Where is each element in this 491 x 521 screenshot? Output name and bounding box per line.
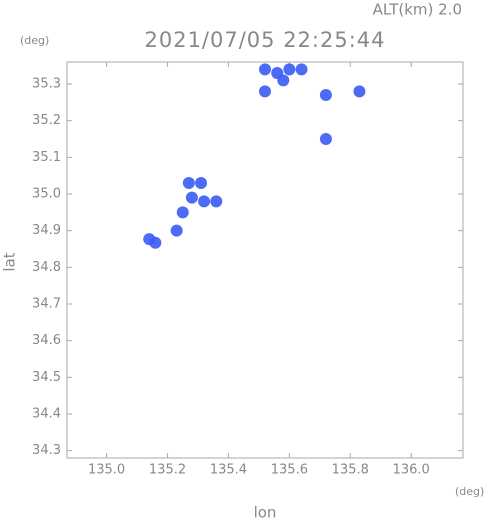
x-tick-label: 135.6 xyxy=(271,463,308,478)
y-tick-label: 35.1 xyxy=(32,150,61,165)
x-unit: (deg) xyxy=(455,485,484,498)
y-tick-label: 34.8 xyxy=(32,260,61,275)
x-tick-label: 135.4 xyxy=(210,463,247,478)
subtitle: ALT(km) 2.0 xyxy=(373,1,462,19)
plot-frame xyxy=(66,61,464,459)
echo-point xyxy=(259,63,271,76)
echo-point xyxy=(195,177,208,189)
echo-point xyxy=(182,177,195,189)
y-axis-label: lat xyxy=(1,252,19,271)
y-unit: (deg) xyxy=(20,34,49,47)
x-tick-label: 135.8 xyxy=(332,463,369,478)
chart-title: 2021/07/05 22:25:44 xyxy=(144,28,385,52)
echo-point xyxy=(210,195,223,208)
echo-point xyxy=(185,191,198,204)
echo-point xyxy=(319,89,332,101)
y-tick-label: 34.6 xyxy=(32,333,61,348)
x-tick-label: 136.0 xyxy=(393,463,430,478)
echo-point xyxy=(319,133,332,145)
y-tick-label: 34.3 xyxy=(32,443,61,458)
y-tick-label: 34.5 xyxy=(32,370,61,385)
echo-point xyxy=(198,195,211,208)
echo-point xyxy=(149,236,162,249)
y-tick-label: 34.7 xyxy=(32,297,61,312)
y-tick-label: 34.4 xyxy=(32,407,61,422)
echo-point xyxy=(259,85,271,98)
y-tick-label: 35.3 xyxy=(32,77,61,92)
echo-point xyxy=(295,63,308,76)
x-tick-label: 135.0 xyxy=(88,463,125,478)
echo-point xyxy=(277,74,290,87)
x-axis-label: lon xyxy=(254,504,277,521)
echo-point xyxy=(283,63,296,76)
y-tick-label: 35.0 xyxy=(32,187,61,202)
x-tick-label: 135.2 xyxy=(149,463,186,478)
echo-point xyxy=(353,85,366,98)
echo-point xyxy=(176,206,189,219)
echo-point xyxy=(170,224,183,237)
y-tick-label: 34.9 xyxy=(32,223,61,238)
y-tick-label: 35.2 xyxy=(32,113,61,128)
